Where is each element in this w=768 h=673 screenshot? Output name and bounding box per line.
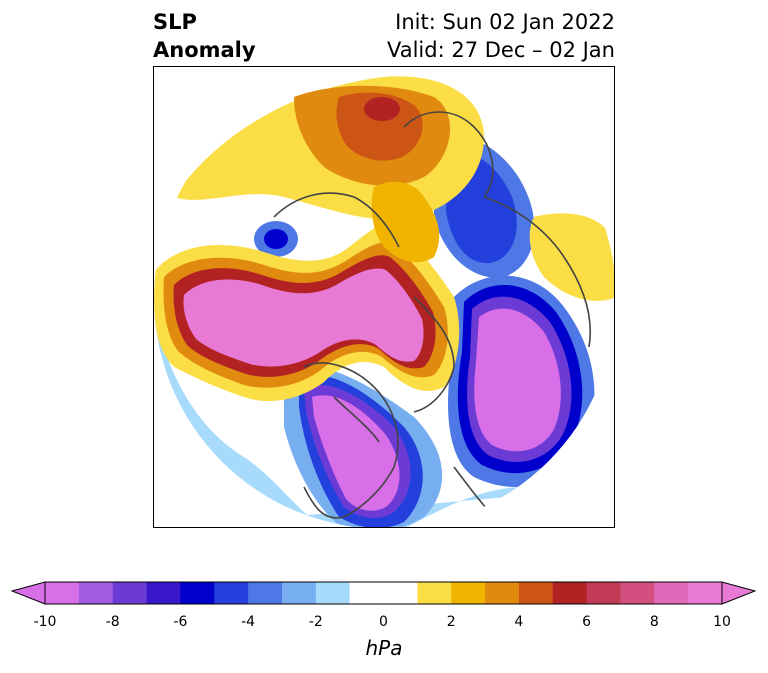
colorbar-swatch [485, 582, 520, 604]
colorbar [10, 581, 757, 605]
colorbar-swatch [315, 582, 351, 604]
colorbar-swatch [112, 582, 148, 604]
colorbar-swatch [180, 582, 215, 604]
colorbar-label: hPa [365, 636, 403, 660]
colorbar-extend-low [10, 581, 46, 605]
slp-anomaly-map [154, 76, 614, 527]
colorbar-swatch [281, 582, 317, 604]
colorbar-swatch [518, 582, 554, 604]
title-variable: SLP [153, 10, 197, 34]
init-date: Init: Sun 02 Jan 2022 [395, 10, 615, 34]
colorbar-tick-label: 8 [649, 614, 659, 630]
colorbar-swatch [552, 582, 588, 604]
valid-range: Valid: 27 Dec – 02 Jan [386, 38, 615, 62]
colorbar-swatch [146, 582, 181, 604]
colorbar-swatch [45, 582, 80, 604]
colorbar-swatch [451, 582, 486, 604]
colorbar-swatch [349, 582, 384, 604]
colorbar-swatch [586, 582, 621, 604]
colorbar-tick-label: 2 [446, 614, 456, 630]
colorbar-tick-label: 0 [379, 614, 388, 630]
colorbar-outline [44, 581, 723, 605]
colorbar-swatches [45, 582, 723, 604]
title-subtitle: Anomaly [153, 38, 256, 62]
colorbar-swatch [214, 582, 249, 604]
colorbar-swatch [654, 582, 689, 604]
colorbar-swatch [688, 582, 723, 604]
colorbar-ticks: -10 -8 -6 -4 -2 0 2 4 6 8 10 [0, 614, 768, 634]
map-panel [153, 66, 615, 528]
colorbar-extend-high [721, 581, 757, 605]
colorbar-tick-label: 4 [514, 614, 524, 630]
colorbar-tick-label: 10 [713, 614, 731, 630]
colorbar-swatch [248, 582, 283, 604]
colorbar-tick-label: -8 [105, 614, 120, 630]
colorbar-swatch [78, 582, 114, 604]
colorbar-swatch [417, 582, 452, 604]
colorbar-tick-label: -2 [308, 614, 323, 630]
colorbar-swatch [383, 582, 418, 604]
positive-anomaly-fields [154, 76, 614, 402]
map-dates: Init: Sun 02 Jan 2022 Valid: 27 Dec – 02… [387, 8, 615, 64]
colorbar-tick-label: -4 [241, 614, 256, 630]
colorbar-tick-label: -10 [33, 614, 57, 630]
map-title: SLP Anomaly [153, 8, 256, 64]
colorbar-swatch [620, 582, 655, 604]
colorbar-tick-label: 6 [582, 614, 592, 630]
colorbar-tick-label: -6 [173, 614, 188, 630]
